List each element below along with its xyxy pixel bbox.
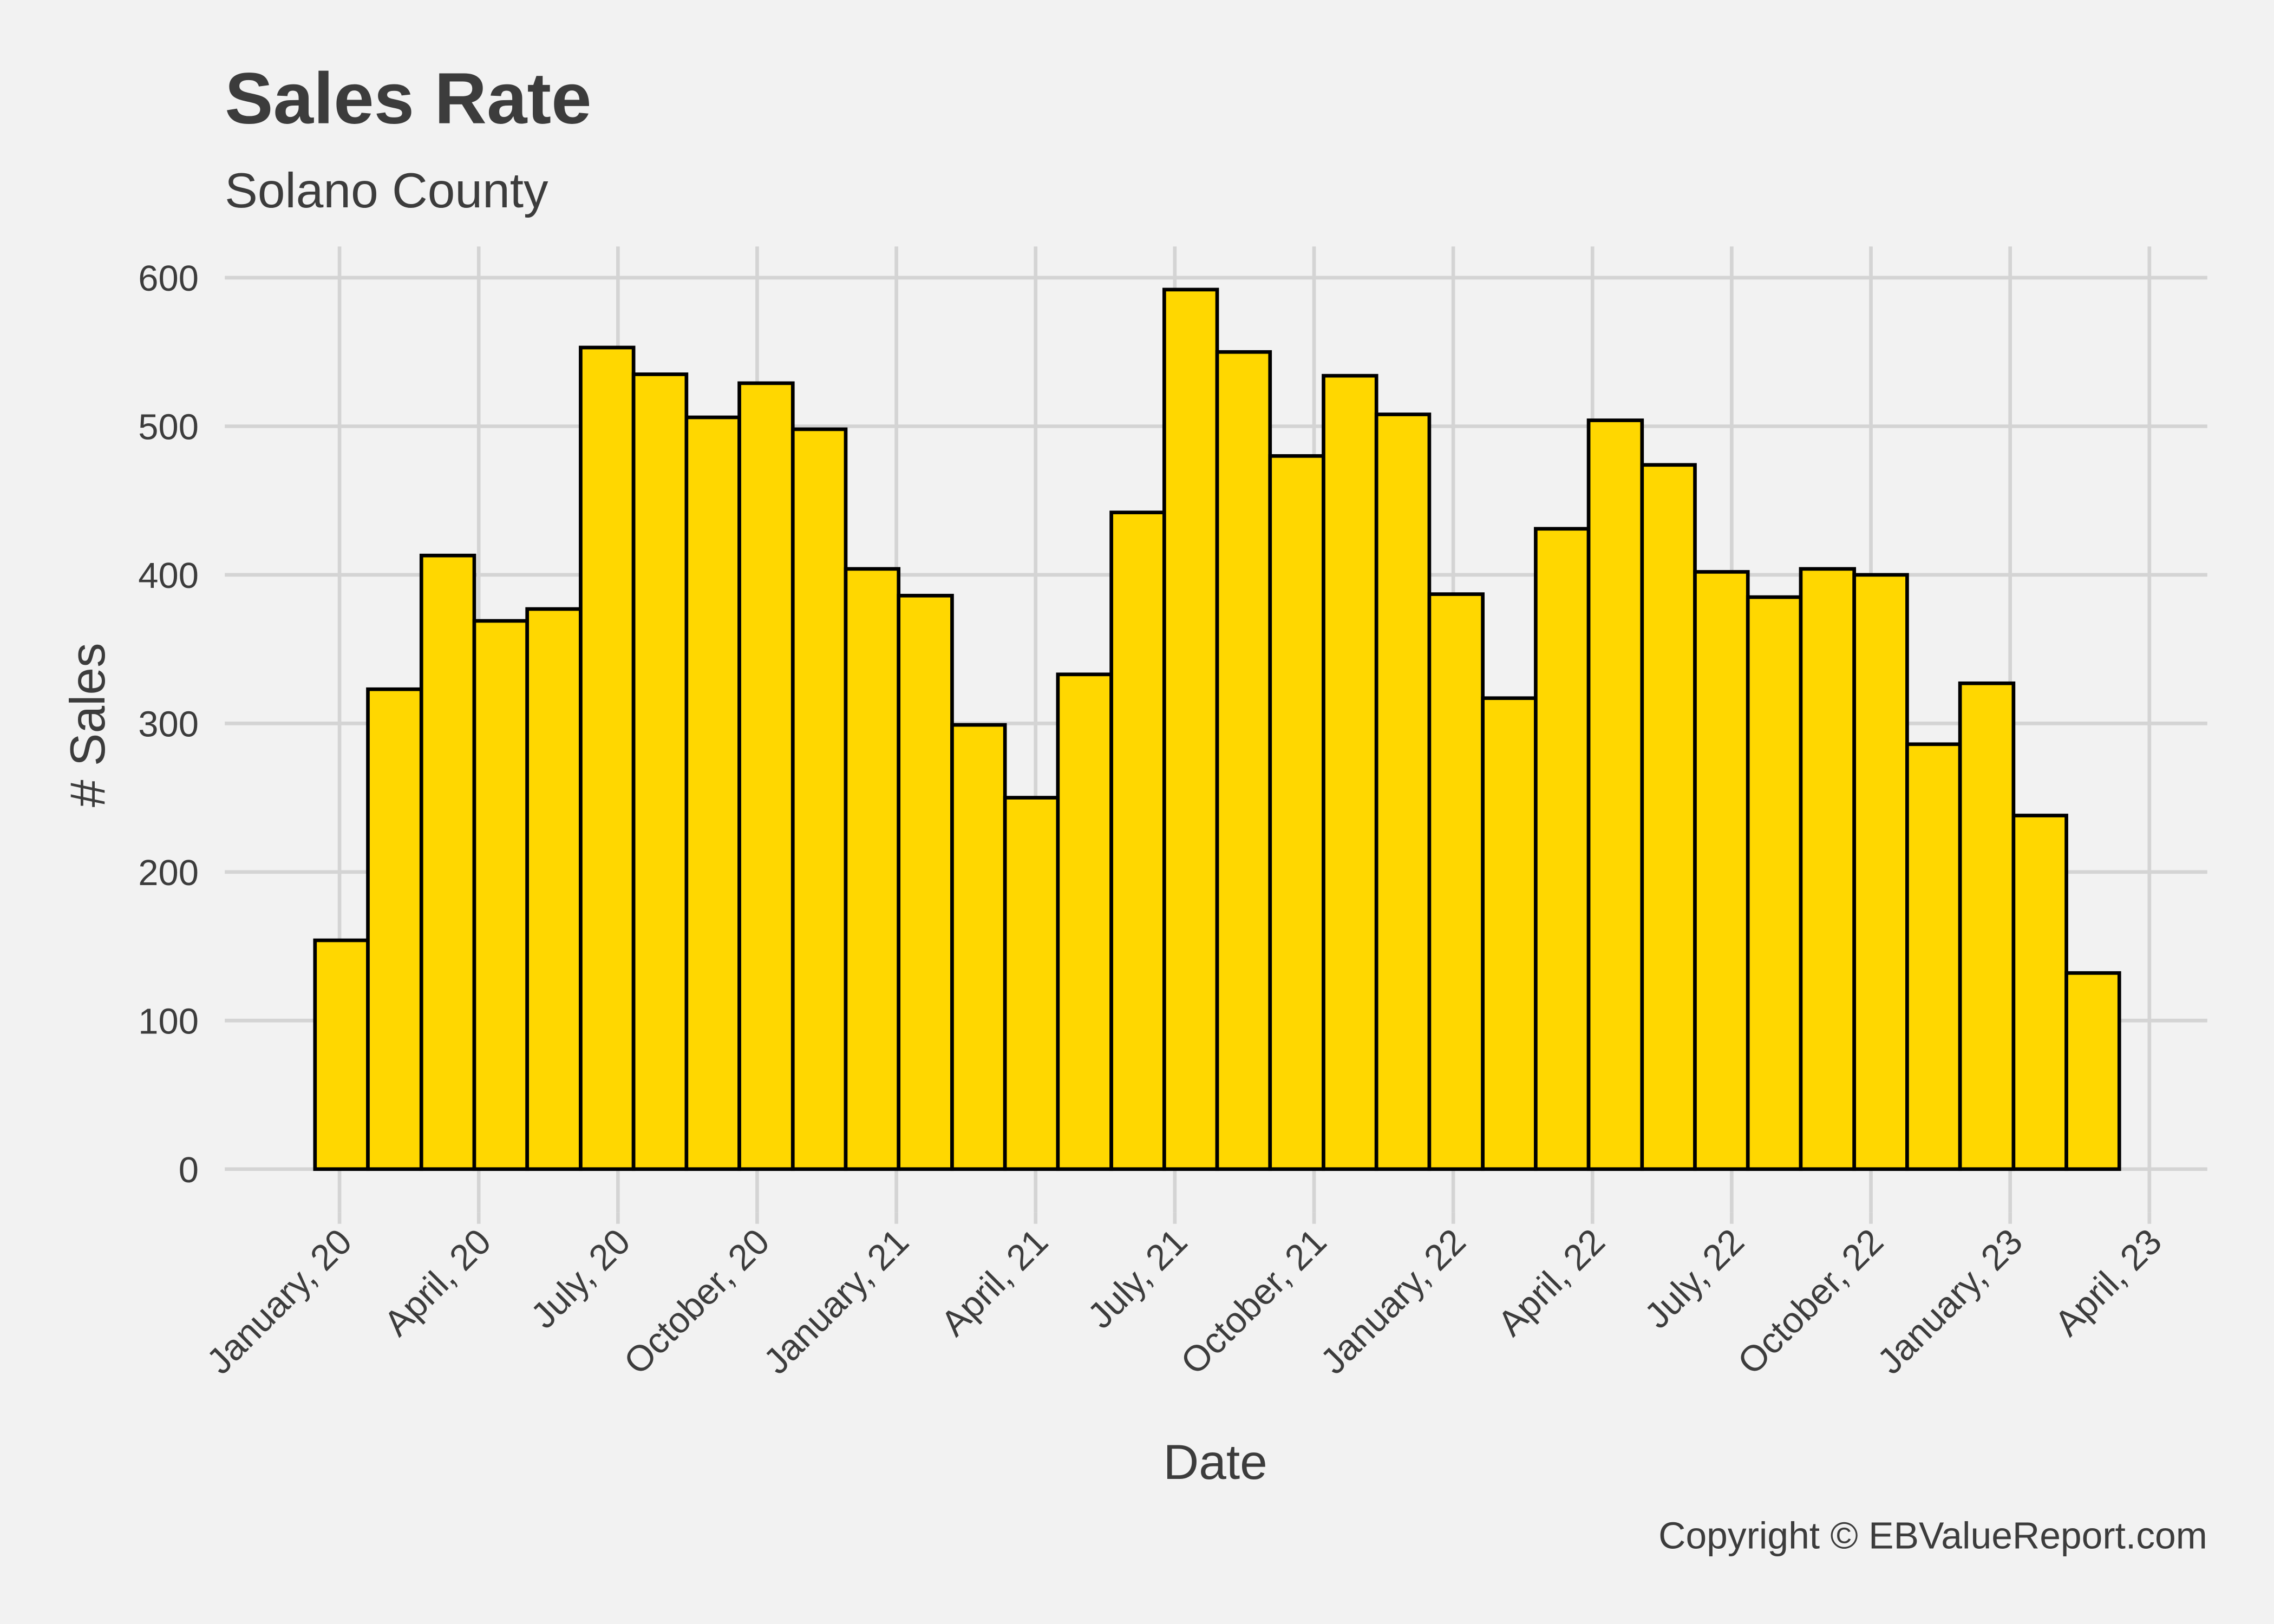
- bar: [1958, 681, 2016, 1171]
- bar: [1268, 454, 1325, 1171]
- y-tick-label: 0: [179, 1150, 199, 1190]
- bar: [2011, 814, 2068, 1171]
- bar: [1799, 567, 1857, 1171]
- bar: [737, 381, 795, 1171]
- bar: [1640, 463, 1697, 1171]
- y-tick-label: 100: [138, 1001, 199, 1042]
- bar: [1586, 418, 1644, 1171]
- bar: [1481, 696, 1538, 1171]
- y-tick-label: 200: [138, 853, 199, 893]
- bar: [525, 607, 583, 1171]
- bar: [1534, 527, 1591, 1171]
- y-tick-label: 600: [138, 258, 199, 299]
- y-tick-label: 300: [138, 704, 199, 744]
- bar: [419, 553, 476, 1171]
- chart-title: Sales Rate: [225, 58, 591, 139]
- y-tick-label: 400: [138, 555, 199, 596]
- chart-subtitle: Solano County: [225, 163, 548, 218]
- bar: [1215, 350, 1272, 1171]
- x-axis-label: Date: [1163, 1435, 1267, 1490]
- bar: [1905, 742, 1962, 1171]
- bar: [1693, 570, 1750, 1171]
- bar: [366, 687, 423, 1171]
- bar: [844, 567, 901, 1171]
- bar: [1056, 672, 1113, 1171]
- bar: [1427, 592, 1485, 1171]
- bar: [950, 723, 1007, 1171]
- bar: [579, 345, 636, 1171]
- bar: [790, 427, 848, 1171]
- bar: [631, 372, 689, 1171]
- bar: [1322, 374, 1378, 1171]
- bar: [1852, 573, 1909, 1171]
- bar: [313, 938, 370, 1171]
- y-tick-label: 500: [138, 407, 199, 448]
- bar: [1374, 412, 1432, 1171]
- caption: Copyright © EBValueReport.com: [1658, 1515, 2207, 1557]
- bar: [897, 593, 954, 1171]
- y-axis-label: # Sales: [61, 643, 115, 807]
- bar: [1746, 595, 1803, 1171]
- bar: [2064, 971, 2121, 1171]
- bar: [472, 619, 530, 1171]
- bar: [1109, 510, 1166, 1171]
- bars: [313, 287, 2121, 1171]
- bar: [1162, 287, 1219, 1171]
- bar: [1003, 796, 1060, 1171]
- bar: [684, 415, 741, 1171]
